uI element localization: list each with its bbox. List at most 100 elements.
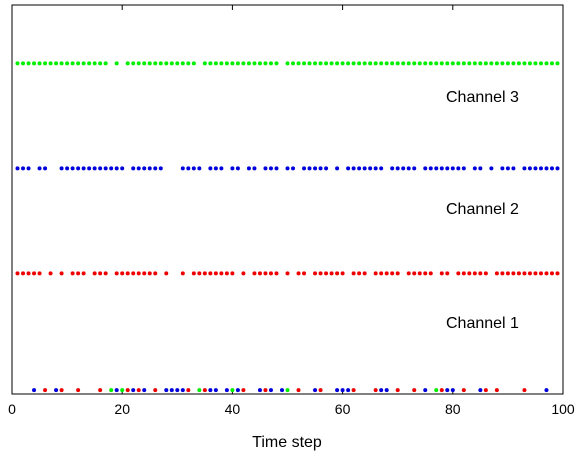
combined-events-point [268, 388, 273, 393]
channel-2-point [43, 166, 48, 171]
combined-events-point [313, 388, 318, 393]
channel-3-point [32, 61, 37, 66]
channel-1-point [164, 271, 169, 276]
channel-2-point [109, 166, 114, 171]
channel-1-point [21, 271, 26, 276]
channel-1-point [538, 271, 543, 276]
channel-1-point [142, 271, 147, 276]
combined-events-point [114, 388, 119, 393]
channel-2-point [318, 166, 323, 171]
channel-3-point [136, 61, 141, 66]
channel-1-point [423, 271, 428, 276]
channel-3-point [445, 61, 450, 66]
combined-events-point [335, 388, 340, 393]
x-tick-label: 0 [8, 401, 16, 417]
channel-3-point [379, 61, 384, 66]
channel-3-point [395, 61, 400, 66]
channel-3-point [235, 61, 240, 66]
channel-1-point [197, 271, 202, 276]
channel-1-point [522, 271, 527, 276]
combined-events-point [32, 388, 37, 393]
channel-3-point [456, 61, 461, 66]
channel-2-point [103, 166, 108, 171]
channel-label-2: Channel 2 [446, 201, 519, 218]
channel-2-point [131, 166, 136, 171]
channel-1-point [472, 271, 477, 276]
channel-3-point [406, 61, 411, 66]
channel-1-point [263, 271, 268, 276]
channel-3-point [533, 61, 538, 66]
channel-1-point [92, 271, 97, 276]
channel-3-point [224, 61, 229, 66]
channel-2-point [401, 166, 406, 171]
channel-2-point [406, 166, 411, 171]
channel-2-point [92, 166, 97, 171]
channel-3-point [494, 61, 499, 66]
channel-2-point [246, 166, 251, 171]
channel-1-point [494, 271, 499, 276]
channel-2-point [15, 166, 20, 171]
channel-2-point [81, 166, 86, 171]
channel-3-point [522, 61, 527, 66]
channel-2-point [412, 166, 417, 171]
channel-1-point [379, 271, 384, 276]
channel-1-point [318, 271, 323, 276]
channel-3-point [125, 61, 130, 66]
channel-1-point [467, 271, 472, 276]
channel-1-point [180, 271, 185, 276]
channel-3-point [302, 61, 307, 66]
channel-2-point [153, 166, 158, 171]
channel-2-point [76, 166, 81, 171]
channel-1-point [208, 271, 213, 276]
channel-2-point [368, 166, 373, 171]
channel-2-point [263, 166, 268, 171]
channel-1-point [417, 271, 422, 276]
channel-2-point [335, 166, 340, 171]
channel-3-point [147, 61, 152, 66]
channel-2-point [313, 166, 318, 171]
channel-3-point [412, 61, 417, 66]
combined-events-point [318, 388, 323, 393]
channel-3-point [153, 61, 158, 66]
channel-1-point [224, 271, 229, 276]
combined-events-point [175, 388, 180, 393]
channel-1-point [439, 271, 444, 276]
channel-3-point [230, 61, 235, 66]
channel-1-point [285, 271, 290, 276]
channel-3-point [461, 61, 466, 66]
channel-3-point [158, 61, 163, 66]
channel-3-point [544, 61, 549, 66]
channel-3-point [516, 61, 521, 66]
channel-3-point [285, 61, 290, 66]
combined-events-point [373, 388, 378, 393]
channel-1-point [120, 271, 125, 276]
channel-2-point [230, 166, 235, 171]
channel-label-1: Channel 1 [446, 315, 519, 332]
channel-3-point [368, 61, 373, 66]
channel-2-point [136, 166, 141, 171]
channel-3-point [26, 61, 31, 66]
channel-1-point [478, 271, 483, 276]
channel-3-point [423, 61, 428, 66]
channel-2-point [180, 166, 185, 171]
channel-1-point [516, 271, 521, 276]
combined-events-point [120, 388, 125, 393]
channel-1-point [37, 271, 42, 276]
x-tick-label: 60 [335, 401, 351, 417]
channel-2-point [434, 166, 439, 171]
channel-3-point [428, 61, 433, 66]
channel-3-point [142, 61, 147, 66]
channel-3-point [450, 61, 455, 66]
combined-events-point [434, 388, 439, 393]
channel-1-point [103, 271, 108, 276]
channel-1-point [76, 271, 81, 276]
plot-area [11, 4, 564, 395]
combined-events-point [439, 388, 444, 393]
combined-events-point [230, 388, 235, 393]
channel-1-point [544, 271, 549, 276]
channel-1-point [252, 271, 257, 276]
combined-events-point [169, 388, 174, 393]
channel-3-point [439, 61, 444, 66]
channel-3-point [208, 61, 213, 66]
channel-3-point [340, 61, 345, 66]
